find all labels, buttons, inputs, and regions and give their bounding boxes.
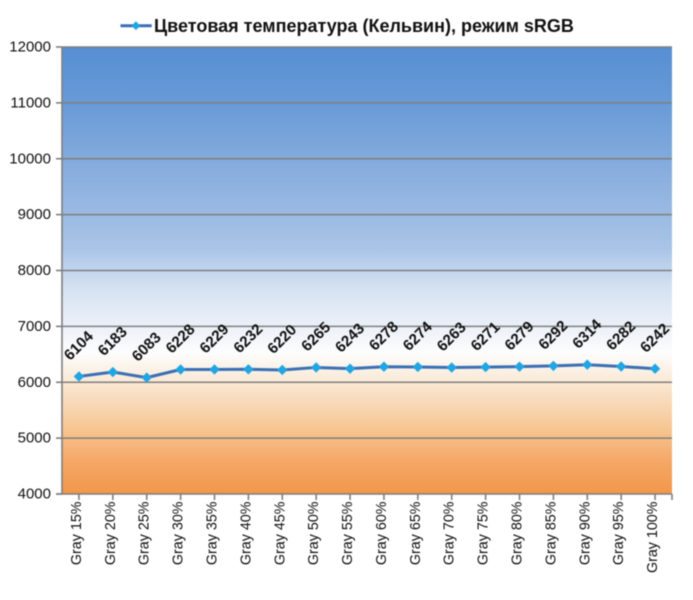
svg-text:Gray 25%: Gray 25% — [137, 501, 153, 565]
svg-text:Gray 100%: Gray 100% — [645, 501, 661, 573]
svg-text:Gray 40%: Gray 40% — [238, 501, 254, 565]
svg-text:Gray 35%: Gray 35% — [205, 501, 221, 565]
svg-text:Gray 15%: Gray 15% — [69, 501, 85, 565]
svg-text:Gray 75%: Gray 75% — [476, 501, 492, 565]
svg-text:10000: 10000 — [9, 150, 51, 167]
svg-text:Gray 70%: Gray 70% — [442, 501, 458, 565]
svg-text:Gray 95%: Gray 95% — [611, 501, 627, 565]
svg-text:6104: 6104 — [61, 328, 97, 364]
svg-text:Gray 60%: Gray 60% — [374, 501, 390, 565]
svg-text:6282: 6282 — [603, 318, 639, 354]
svg-text:6271: 6271 — [468, 318, 504, 354]
svg-text:12000: 12000 — [9, 39, 51, 56]
svg-text:6274: 6274 — [400, 318, 436, 354]
svg-text:Gray 20%: Gray 20% — [103, 501, 119, 565]
svg-text:9000: 9000 — [18, 206, 51, 223]
svg-text:Gray 65%: Gray 65% — [408, 501, 424, 565]
svg-text:5000: 5000 — [18, 430, 51, 447]
svg-text:6263: 6263 — [434, 319, 470, 355]
svg-text:6279: 6279 — [502, 318, 538, 354]
svg-text:6183: 6183 — [95, 324, 131, 360]
svg-text:6083: 6083 — [129, 329, 165, 365]
svg-text:11000: 11000 — [10, 94, 51, 111]
svg-text:6000: 6000 — [18, 374, 51, 391]
svg-text:7000: 7000 — [18, 318, 51, 335]
svg-text:6265: 6265 — [298, 319, 334, 355]
svg-text:8000: 8000 — [18, 262, 51, 279]
svg-text:Gray 80%: Gray 80% — [510, 501, 526, 565]
svg-text:6314: 6314 — [569, 316, 605, 352]
svg-text:4000: 4000 — [18, 486, 51, 503]
svg-text:6278: 6278 — [366, 318, 402, 354]
svg-text:Gray 30%: Gray 30% — [171, 501, 187, 565]
svg-text:Gray 55%: Gray 55% — [340, 501, 356, 565]
svg-text:Gray 50%: Gray 50% — [306, 501, 322, 565]
svg-text:6292: 6292 — [535, 317, 571, 353]
svg-text:Gray 85%: Gray 85% — [543, 501, 559, 565]
svg-text:Gray 90%: Gray 90% — [577, 501, 593, 565]
svg-text:Gray 45%: Gray 45% — [272, 501, 288, 565]
